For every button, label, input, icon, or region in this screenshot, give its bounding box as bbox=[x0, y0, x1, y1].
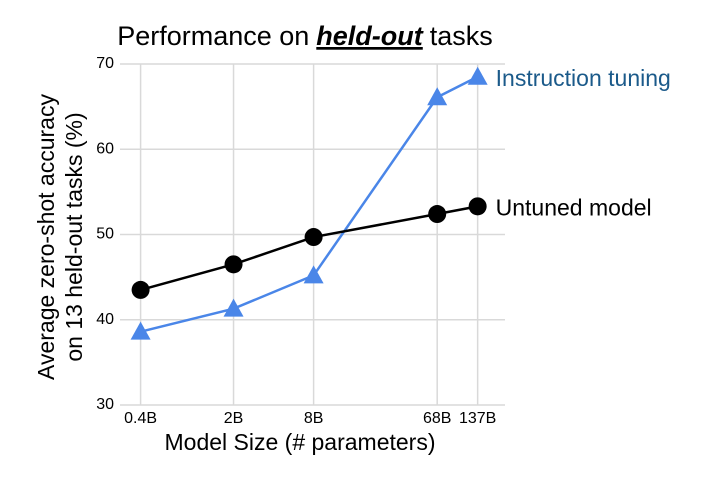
marker bbox=[468, 197, 487, 216]
marker bbox=[428, 205, 447, 224]
marker bbox=[131, 280, 150, 299]
x-tick-label: 68B bbox=[423, 410, 451, 427]
marker bbox=[467, 66, 488, 85]
y-axis-label: on 13 held-out tasks (%) bbox=[61, 112, 87, 361]
y-tick-label: 70 bbox=[96, 55, 114, 72]
marker bbox=[304, 228, 323, 247]
series-label: Instruction tuning bbox=[496, 65, 671, 91]
series-line bbox=[140, 75, 479, 333]
title-emphasis: held-out bbox=[316, 21, 423, 51]
x-tick-label: 2B bbox=[224, 410, 244, 427]
title-suffix: tasks bbox=[430, 21, 493, 51]
marker bbox=[303, 265, 324, 284]
marker bbox=[224, 255, 243, 274]
series-label: Untuned model bbox=[496, 194, 652, 220]
marker bbox=[427, 87, 448, 106]
x-tick-label: 8B bbox=[304, 410, 324, 427]
y-axis-label: Average zero-shot accuracy bbox=[33, 94, 59, 380]
chart-title: Performance on held-out tasks bbox=[117, 21, 493, 51]
marker bbox=[130, 321, 151, 340]
y-tick-label: 50 bbox=[96, 226, 114, 243]
title-prefix: Performance on bbox=[117, 21, 309, 51]
y-tick-label: 30 bbox=[96, 396, 114, 413]
x-tick-label: 0.4B bbox=[124, 410, 157, 427]
y-tick-label: 60 bbox=[96, 140, 114, 157]
y-tick-label: 40 bbox=[96, 311, 114, 328]
x-axis-label: Model Size (# parameters) bbox=[165, 429, 436, 455]
marker bbox=[223, 298, 244, 317]
x-tick-label: 137B bbox=[459, 410, 496, 427]
